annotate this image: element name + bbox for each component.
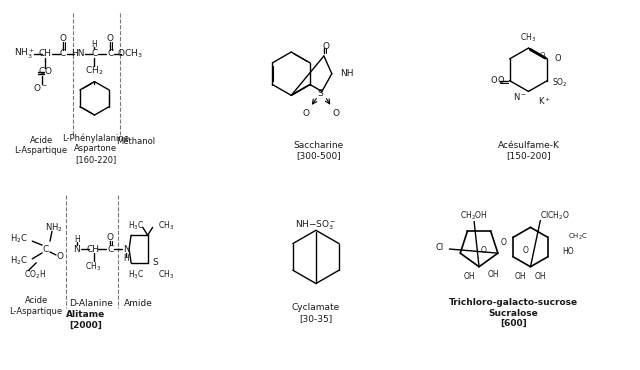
Text: CH: CH bbox=[38, 50, 52, 58]
Text: C: C bbox=[60, 50, 66, 58]
Text: Acide
L-Aspartique: Acide L-Aspartique bbox=[15, 136, 68, 155]
Text: O: O bbox=[107, 34, 114, 43]
Text: OCH$_3$: OCH$_3$ bbox=[117, 48, 143, 60]
Text: H: H bbox=[74, 235, 79, 244]
Text: H: H bbox=[124, 254, 129, 263]
Text: O$^-$: O$^-$ bbox=[33, 82, 47, 93]
Text: Amide: Amide bbox=[124, 299, 152, 308]
Text: C: C bbox=[43, 245, 49, 253]
Text: O: O bbox=[498, 76, 504, 85]
Text: C: C bbox=[39, 67, 45, 76]
Text: O: O bbox=[481, 246, 487, 255]
Text: O: O bbox=[56, 252, 63, 261]
Text: Acide
L-Aspartique: Acide L-Aspartique bbox=[10, 296, 63, 316]
Text: OH: OH bbox=[463, 272, 475, 281]
Text: O: O bbox=[501, 238, 507, 247]
Text: C: C bbox=[107, 50, 113, 58]
Text: H$_3$C: H$_3$C bbox=[129, 219, 145, 232]
Text: O: O bbox=[303, 109, 310, 118]
Text: HN: HN bbox=[71, 50, 84, 58]
Text: HO: HO bbox=[562, 248, 573, 256]
Text: C: C bbox=[107, 245, 113, 253]
Text: NH$_2$: NH$_2$ bbox=[45, 221, 63, 233]
Text: NH$_3^+$: NH$_3^+$ bbox=[15, 47, 35, 61]
Text: Méthanol: Méthanol bbox=[116, 137, 156, 146]
Text: CH$_2$: CH$_2$ bbox=[85, 64, 104, 77]
Text: N: N bbox=[123, 245, 129, 253]
Text: O: O bbox=[323, 41, 330, 51]
Text: O: O bbox=[332, 109, 339, 118]
Text: NH$-$SO$_3^-$: NH$-$SO$_3^-$ bbox=[295, 219, 337, 232]
Text: L-Phénylalanine
Aspartone
[160-220]: L-Phénylalanine Aspartone [160-220] bbox=[62, 134, 129, 164]
Text: O: O bbox=[554, 54, 561, 63]
Text: H$_2$C: H$_2$C bbox=[10, 233, 28, 245]
Text: CH$_2$C: CH$_2$C bbox=[568, 232, 588, 242]
Text: O: O bbox=[60, 34, 67, 43]
Text: O: O bbox=[540, 52, 545, 58]
Text: Saccharine
[300-500]: Saccharine [300-500] bbox=[294, 141, 344, 160]
Text: S: S bbox=[152, 258, 158, 267]
Text: O: O bbox=[45, 67, 52, 76]
Text: H$_3$C: H$_3$C bbox=[129, 268, 145, 281]
Text: C: C bbox=[92, 50, 98, 58]
Text: O: O bbox=[523, 246, 529, 255]
Text: OH: OH bbox=[534, 272, 546, 281]
Text: OH: OH bbox=[515, 272, 526, 281]
Text: S: S bbox=[317, 89, 323, 98]
Text: N$^-$: N$^-$ bbox=[513, 91, 527, 102]
Text: H: H bbox=[92, 40, 97, 48]
Text: CH$_3$: CH$_3$ bbox=[157, 268, 173, 281]
Text: NH: NH bbox=[340, 69, 353, 78]
Text: N: N bbox=[74, 245, 80, 253]
Text: Acésulfame-K
[150-200]: Acésulfame-K [150-200] bbox=[497, 141, 559, 160]
Text: CH: CH bbox=[86, 245, 99, 253]
Text: Trichloro-galacto-sucrose
Sucralose
[600]: Trichloro-galacto-sucrose Sucralose [600… bbox=[449, 298, 578, 328]
Text: O: O bbox=[490, 76, 497, 85]
Text: H$_2$C: H$_2$C bbox=[10, 255, 28, 267]
Text: Cyclamate
[30-35]: Cyclamate [30-35] bbox=[292, 303, 340, 323]
Text: D-Alanine: D-Alanine bbox=[70, 299, 113, 308]
Text: CO$_2$H: CO$_2$H bbox=[24, 268, 46, 281]
Text: Cl: Cl bbox=[435, 243, 444, 252]
Text: O: O bbox=[107, 233, 114, 242]
Text: Alitame
[2000]: Alitame [2000] bbox=[66, 310, 105, 330]
Text: SO$_2$: SO$_2$ bbox=[552, 76, 568, 89]
Text: CH$_3$: CH$_3$ bbox=[85, 260, 102, 273]
Text: ClCH$_2$O: ClCH$_2$O bbox=[540, 209, 570, 222]
Text: CH$_3$: CH$_3$ bbox=[520, 32, 536, 44]
Text: OH: OH bbox=[488, 270, 500, 279]
Text: CH$_2$OH: CH$_2$OH bbox=[460, 209, 488, 222]
Text: CH$_3$: CH$_3$ bbox=[157, 219, 173, 232]
Text: K$^+$: K$^+$ bbox=[538, 95, 552, 107]
